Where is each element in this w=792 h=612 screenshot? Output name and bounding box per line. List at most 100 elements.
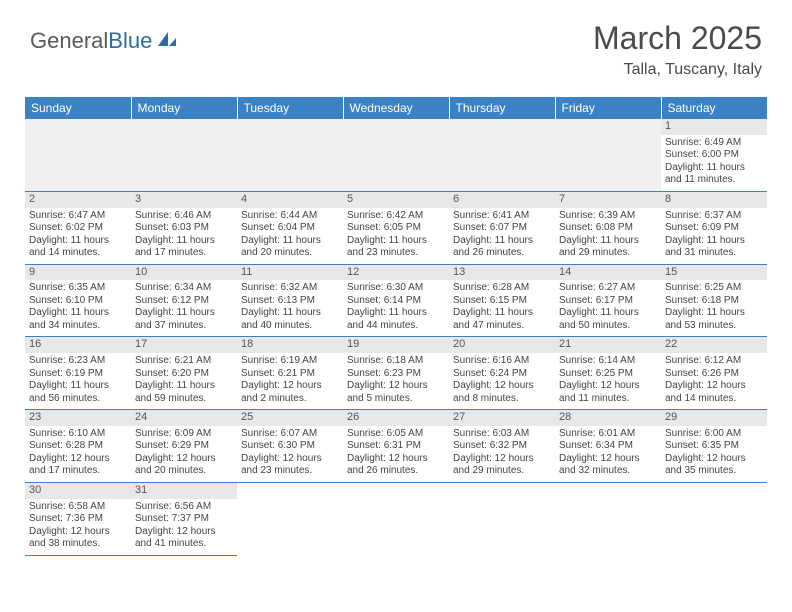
- calendar-cell: 23Sunrise: 6:10 AMSunset: 6:28 PMDayligh…: [25, 410, 131, 483]
- calendar-table: Sunday Monday Tuesday Wednesday Thursday…: [25, 97, 767, 556]
- daylight-text: and 11 minutes.: [665, 174, 763, 187]
- sunrise-text: Sunrise: 6:05 AM: [347, 428, 445, 441]
- sunrise-text: Sunrise: 6:10 AM: [29, 428, 127, 441]
- sunset-text: Sunset: 6:12 PM: [135, 295, 233, 308]
- calendar-cell: [25, 119, 131, 191]
- daylight-text: Daylight: 12 hours: [347, 453, 445, 466]
- weekday-header-row: Sunday Monday Tuesday Wednesday Thursday…: [25, 97, 767, 119]
- daylight-text: Daylight: 11 hours: [347, 307, 445, 320]
- calendar-cell: 28Sunrise: 6:01 AMSunset: 6:34 PMDayligh…: [555, 410, 661, 483]
- sunrise-text: Sunrise: 6:58 AM: [29, 501, 127, 514]
- daylight-text: and 2 minutes.: [241, 393, 339, 406]
- sunset-text: Sunset: 6:31 PM: [347, 440, 445, 453]
- daylight-text: Daylight: 12 hours: [135, 526, 233, 539]
- daylight-text: and 37 minutes.: [135, 320, 233, 333]
- calendar-cell: [449, 119, 555, 191]
- daylight-text: Daylight: 12 hours: [29, 453, 127, 466]
- day-number: 1: [661, 119, 767, 135]
- day-number: 3: [131, 192, 237, 208]
- daylight-text: and 31 minutes.: [665, 247, 763, 260]
- daylight-text: and 35 minutes.: [665, 465, 763, 478]
- daylight-text: Daylight: 12 hours: [135, 453, 233, 466]
- day-number: 10: [131, 265, 237, 281]
- calendar-cell: 2Sunrise: 6:47 AMSunset: 6:02 PMDaylight…: [25, 191, 131, 264]
- sunset-text: Sunset: 6:07 PM: [453, 222, 551, 235]
- daylight-text: and 59 minutes.: [135, 393, 233, 406]
- day-number: 19: [343, 337, 449, 353]
- cell-content: Sunrise: 6:21 AMSunset: 6:20 PMDaylight:…: [131, 353, 237, 409]
- calendar-cell: [131, 119, 237, 191]
- cell-content: Sunrise: 6:46 AMSunset: 6:03 PMDaylight:…: [131, 208, 237, 264]
- daylight-text: Daylight: 12 hours: [347, 380, 445, 393]
- day-number: 25: [237, 410, 343, 426]
- sunset-text: Sunset: 6:15 PM: [453, 295, 551, 308]
- cell-content: Sunrise: 6:16 AMSunset: 6:24 PMDaylight:…: [449, 353, 555, 409]
- daylight-text: and 32 minutes.: [559, 465, 657, 478]
- day-number: 7: [555, 192, 661, 208]
- daylight-text: and 44 minutes.: [347, 320, 445, 333]
- daylight-text: and 56 minutes.: [29, 393, 127, 406]
- sunset-text: Sunset: 6:24 PM: [453, 368, 551, 381]
- sunset-text: Sunset: 6:17 PM: [559, 295, 657, 308]
- logo-text-2: Blue: [108, 28, 152, 54]
- calendar-cell: 14Sunrise: 6:27 AMSunset: 6:17 PMDayligh…: [555, 264, 661, 337]
- day-number: 24: [131, 410, 237, 426]
- cell-content: Sunrise: 6:07 AMSunset: 6:30 PMDaylight:…: [237, 426, 343, 482]
- sunset-text: Sunset: 6:18 PM: [665, 295, 763, 308]
- day-number: 21: [555, 337, 661, 353]
- day-number: 29: [661, 410, 767, 426]
- calendar-cell: 7Sunrise: 6:39 AMSunset: 6:08 PMDaylight…: [555, 191, 661, 264]
- daylight-text: Daylight: 11 hours: [453, 307, 551, 320]
- day-number: 30: [25, 483, 131, 499]
- cell-content: Sunrise: 6:39 AMSunset: 6:08 PMDaylight:…: [555, 208, 661, 264]
- cell-content: Sunrise: 6:05 AMSunset: 6:31 PMDaylight:…: [343, 426, 449, 482]
- day-number: 5: [343, 192, 449, 208]
- sunset-text: Sunset: 6:02 PM: [29, 222, 127, 235]
- sunrise-text: Sunrise: 6:30 AM: [347, 282, 445, 295]
- cell-content: Sunrise: 6:34 AMSunset: 6:12 PMDaylight:…: [131, 280, 237, 336]
- col-saturday: Saturday: [661, 97, 767, 119]
- cell-content: Sunrise: 6:19 AMSunset: 6:21 PMDaylight:…: [237, 353, 343, 409]
- calendar-cell: 17Sunrise: 6:21 AMSunset: 6:20 PMDayligh…: [131, 337, 237, 410]
- daylight-text: and 29 minutes.: [453, 465, 551, 478]
- cell-content: Sunrise: 6:56 AMSunset: 7:37 PMDaylight:…: [131, 499, 237, 555]
- daylight-text: Daylight: 11 hours: [29, 307, 127, 320]
- calendar-row: 9Sunrise: 6:35 AMSunset: 6:10 PMDaylight…: [25, 264, 767, 337]
- daylight-text: Daylight: 12 hours: [29, 526, 127, 539]
- daylight-text: Daylight: 11 hours: [29, 380, 127, 393]
- calendar-cell: 12Sunrise: 6:30 AMSunset: 6:14 PMDayligh…: [343, 264, 449, 337]
- sunrise-text: Sunrise: 6:21 AM: [135, 355, 233, 368]
- daylight-text: Daylight: 12 hours: [241, 453, 339, 466]
- cell-content: Sunrise: 6:27 AMSunset: 6:17 PMDaylight:…: [555, 280, 661, 336]
- daylight-text: Daylight: 11 hours: [241, 235, 339, 248]
- day-number: 12: [343, 265, 449, 281]
- sunset-text: Sunset: 6:08 PM: [559, 222, 657, 235]
- calendar-cell: 18Sunrise: 6:19 AMSunset: 6:21 PMDayligh…: [237, 337, 343, 410]
- daylight-text: and 47 minutes.: [453, 320, 551, 333]
- daylight-text: and 5 minutes.: [347, 393, 445, 406]
- sunrise-text: Sunrise: 6:16 AM: [453, 355, 551, 368]
- sunrise-text: Sunrise: 6:18 AM: [347, 355, 445, 368]
- sunset-text: Sunset: 6:25 PM: [559, 368, 657, 381]
- calendar-cell: 27Sunrise: 6:03 AMSunset: 6:32 PMDayligh…: [449, 410, 555, 483]
- cell-content: Sunrise: 6:23 AMSunset: 6:19 PMDaylight:…: [25, 353, 131, 409]
- sunrise-text: Sunrise: 6:00 AM: [665, 428, 763, 441]
- calendar-cell: [343, 482, 449, 555]
- sunset-text: Sunset: 6:00 PM: [665, 149, 763, 162]
- daylight-text: and 23 minutes.: [241, 465, 339, 478]
- sunset-text: Sunset: 6:14 PM: [347, 295, 445, 308]
- daylight-text: Daylight: 12 hours: [559, 380, 657, 393]
- calendar-cell: 26Sunrise: 6:05 AMSunset: 6:31 PMDayligh…: [343, 410, 449, 483]
- day-number: 20: [449, 337, 555, 353]
- sunset-text: Sunset: 6:29 PM: [135, 440, 233, 453]
- day-number: 26: [343, 410, 449, 426]
- calendar-cell: [449, 482, 555, 555]
- calendar-cell: 9Sunrise: 6:35 AMSunset: 6:10 PMDaylight…: [25, 264, 131, 337]
- sunset-text: Sunset: 6:32 PM: [453, 440, 551, 453]
- daylight-text: and 40 minutes.: [241, 320, 339, 333]
- logo-text-1: General: [30, 28, 108, 54]
- calendar-row: 16Sunrise: 6:23 AMSunset: 6:19 PMDayligh…: [25, 337, 767, 410]
- cell-content: Sunrise: 6:18 AMSunset: 6:23 PMDaylight:…: [343, 353, 449, 409]
- sunrise-text: Sunrise: 6:35 AM: [29, 282, 127, 295]
- cell-content: Sunrise: 6:41 AMSunset: 6:07 PMDaylight:…: [449, 208, 555, 264]
